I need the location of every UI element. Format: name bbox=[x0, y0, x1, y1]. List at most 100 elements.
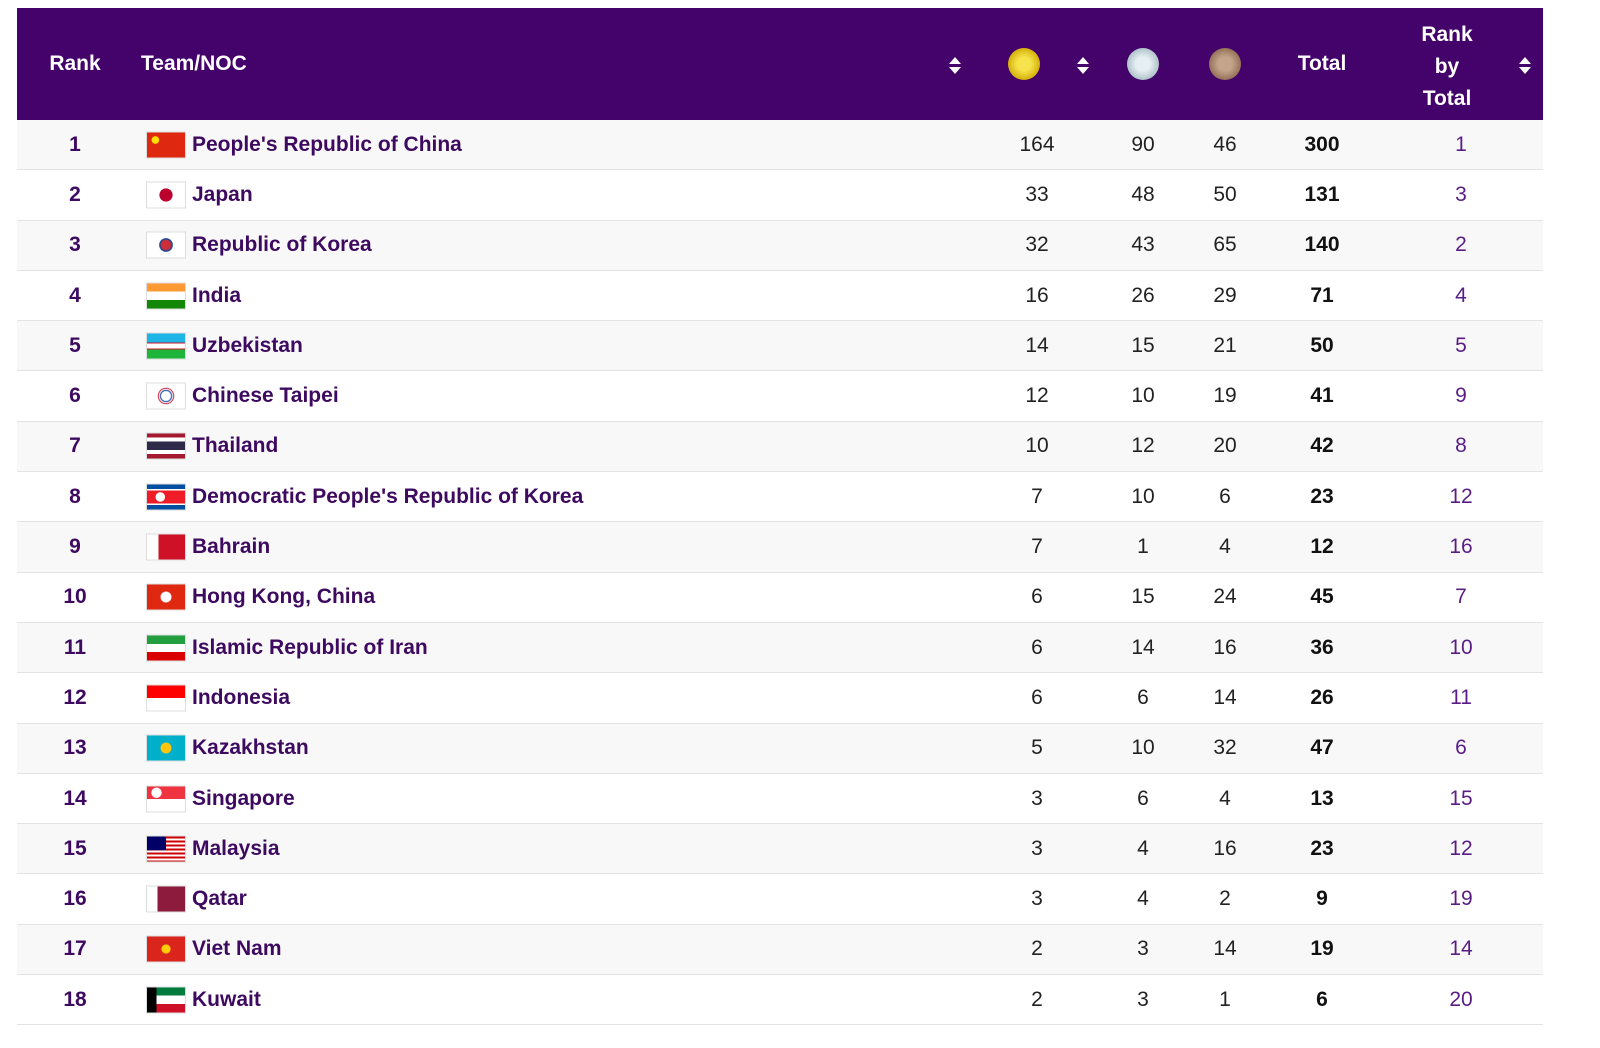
rank-by-total: 6 bbox=[1455, 736, 1467, 760]
team-name[interactable]: Uzbekistan bbox=[192, 333, 303, 357]
flag-icon bbox=[146, 734, 186, 762]
total-count: 12 bbox=[1310, 535, 1334, 559]
team-name[interactable]: Chinese Taipei bbox=[192, 384, 339, 408]
team-header[interactable]: Team/NOC bbox=[141, 52, 247, 75]
total-header[interactable]: Total bbox=[1297, 52, 1347, 75]
rank-cell: 5 bbox=[69, 333, 81, 357]
team-name[interactable]: Kuwait bbox=[192, 987, 261, 1011]
rank-by-total: 19 bbox=[1449, 887, 1473, 911]
table-row[interactable]: 7 Thailand 10 12 20 42 8 bbox=[17, 421, 1543, 473]
gold-count: 3 bbox=[1031, 786, 1043, 810]
silver-count: 43 bbox=[1131, 233, 1155, 257]
team-name[interactable]: Viet Nam bbox=[192, 937, 282, 961]
team-name[interactable]: Republic of Korea bbox=[192, 233, 372, 257]
silver-count: 10 bbox=[1131, 384, 1155, 408]
silver-count: 3 bbox=[1137, 937, 1149, 961]
table-row[interactable]: 1 People's Republic of China 164 90 46 300 1 bbox=[17, 120, 1543, 171]
team-name[interactable]: People's Republic of China bbox=[192, 132, 462, 156]
rank-by-total: 10 bbox=[1449, 635, 1473, 659]
team-name[interactable]: Qatar bbox=[192, 887, 247, 911]
sort-icon[interactable] bbox=[1077, 57, 1089, 64]
flag-icon bbox=[146, 181, 186, 209]
team-name[interactable]: Malaysia bbox=[192, 836, 280, 860]
team-name[interactable]: Bahrain bbox=[192, 535, 271, 559]
gold-count: 7 bbox=[1031, 535, 1043, 559]
silver-count: 14 bbox=[1131, 635, 1155, 659]
rank-cell: 9 bbox=[69, 535, 81, 559]
total-count: 71 bbox=[1310, 283, 1334, 307]
table-row[interactable]: 13 Kazakhstan 5 10 32 47 6 bbox=[17, 723, 1543, 774]
flag-icon bbox=[146, 432, 186, 460]
table-row[interactable]: 2 Japan 33 48 50 131 3 bbox=[17, 170, 1543, 221]
table-row[interactable]: 10 Hong Kong, China 6 15 24 45 7 bbox=[17, 573, 1543, 623]
gold-count: 14 bbox=[1025, 333, 1049, 357]
gold-count: 164 bbox=[1019, 132, 1055, 156]
gold-count: 7 bbox=[1031, 484, 1043, 508]
table-row[interactable]: 11 Islamic Republic of Iran 6 14 16 36 10 bbox=[17, 622, 1543, 674]
rank-cell: 3 bbox=[69, 233, 81, 257]
flag-icon bbox=[146, 332, 186, 360]
silver-count: 4 bbox=[1137, 836, 1149, 860]
total-count: 23 bbox=[1310, 836, 1334, 860]
flag-icon bbox=[146, 684, 186, 712]
rank-cell: 14 bbox=[63, 786, 87, 810]
table-row[interactable]: 6 Chinese Taipei 12 10 19 41 9 bbox=[17, 371, 1543, 422]
table-row[interactable]: 12 Indonesia 6 6 14 26 11 bbox=[17, 673, 1543, 724]
table-row[interactable]: 14 Singapore 3 6 4 13 15 bbox=[17, 774, 1543, 825]
total-count: 42 bbox=[1310, 434, 1334, 458]
bronze-count: 14 bbox=[1213, 937, 1237, 961]
rank-by-total: 5 bbox=[1455, 333, 1467, 357]
bronze-count: 14 bbox=[1213, 685, 1237, 709]
silver-icon[interactable] bbox=[1127, 48, 1159, 80]
silver-count: 48 bbox=[1131, 182, 1155, 206]
table-row[interactable]: 9 Bahrain 7 1 4 12 16 bbox=[17, 522, 1543, 573]
rank-by-total: 1 bbox=[1455, 132, 1467, 156]
table-row[interactable]: 4 India 16 26 29 71 4 bbox=[17, 271, 1543, 322]
table-row[interactable]: 5 Uzbekistan 14 15 21 50 5 bbox=[17, 321, 1543, 372]
rank-cell: 12 bbox=[63, 685, 87, 709]
team-name[interactable]: Hong Kong, China bbox=[192, 585, 376, 609]
total-count: 300 bbox=[1304, 132, 1340, 156]
table-row[interactable]: 18 Kuwait 2 3 1 6 20 bbox=[17, 975, 1543, 1026]
team-name[interactable]: Indonesia bbox=[192, 685, 291, 709]
team-name[interactable]: Singapore bbox=[192, 786, 295, 810]
team-name[interactable]: Japan bbox=[192, 182, 253, 206]
sort-icon[interactable] bbox=[1519, 57, 1531, 64]
flag-icon bbox=[146, 785, 186, 812]
rank-cell: 4 bbox=[69, 283, 81, 307]
rank-cell: 18 bbox=[63, 987, 87, 1011]
table-row[interactable]: 15 Malaysia 3 4 16 23 12 bbox=[17, 824, 1543, 875]
rank-cell: 7 bbox=[69, 434, 81, 458]
rank-cell: 6 bbox=[69, 384, 81, 408]
total-count: 9 bbox=[1316, 887, 1328, 911]
total-count: 140 bbox=[1304, 233, 1340, 257]
sort-icon[interactable] bbox=[949, 57, 961, 64]
bronze-count: 2 bbox=[1219, 887, 1231, 911]
rank-by-total-header[interactable]: Rank by Total bbox=[1421, 23, 1473, 110]
rank-header[interactable]: Rank bbox=[49, 52, 101, 75]
sort-icon[interactable] bbox=[949, 67, 961, 74]
table-row[interactable]: 16 Qatar 3 4 2 9 19 bbox=[17, 874, 1543, 925]
gold-icon[interactable] bbox=[1008, 48, 1040, 80]
gold-count: 12 bbox=[1025, 384, 1049, 408]
sort-icon[interactable] bbox=[1519, 67, 1531, 74]
bronze-count: 20 bbox=[1213, 434, 1237, 458]
team-name[interactable]: Democratic People's Republic of Korea bbox=[192, 484, 584, 508]
table-row[interactable]: 17 Viet Nam 2 3 14 19 14 bbox=[17, 924, 1543, 976]
rank-cell: 17 bbox=[63, 937, 87, 961]
table-header: Rank Team/NOC Total Rank by Total bbox=[17, 8, 1543, 120]
table-row[interactable]: 8 Democratic People's Republic of Korea 7 1… bbox=[17, 472, 1543, 523]
rank-cell: 16 bbox=[63, 887, 87, 911]
team-name[interactable]: Islamic Republic of Iran bbox=[192, 635, 428, 659]
rank-by-total: 12 bbox=[1449, 836, 1473, 860]
rank-cell: 11 bbox=[63, 635, 87, 659]
sort-icon[interactable] bbox=[1077, 67, 1089, 74]
table-row[interactable]: 3 Republic of Korea 32 43 65 140 2 bbox=[17, 220, 1543, 271]
team-name[interactable]: India bbox=[192, 283, 242, 307]
rank-by-total: 4 bbox=[1455, 283, 1467, 307]
bronze-icon[interactable] bbox=[1209, 48, 1241, 80]
gold-count: 3 bbox=[1031, 836, 1043, 860]
total-count: 23 bbox=[1310, 484, 1334, 508]
team-name[interactable]: Kazakhstan bbox=[192, 736, 309, 760]
team-name[interactable]: Thailand bbox=[192, 434, 279, 458]
